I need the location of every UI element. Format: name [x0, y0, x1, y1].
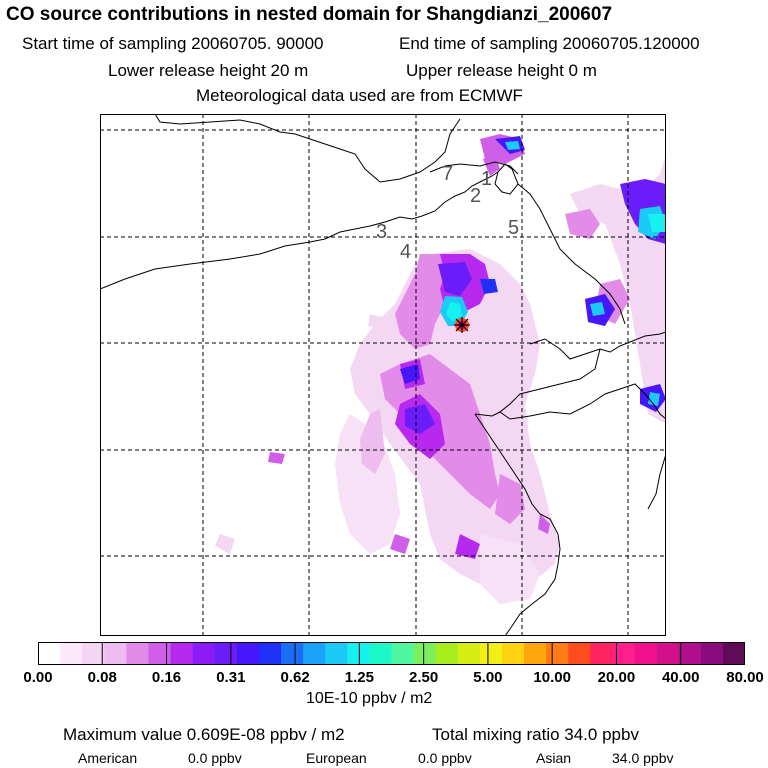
region-value-asian: 34.0 ppbv [612, 750, 674, 766]
color-cell [590, 642, 614, 665]
region-label-4: 4 [400, 241, 411, 263]
max-value-label: Maximum value 0.609E-08 ppbv / m2 [63, 725, 345, 744]
color-cell [501, 642, 525, 665]
color-cell [236, 642, 260, 665]
color-cell [192, 642, 216, 665]
color-cell [391, 642, 415, 665]
grid-layer [100, 114, 666, 636]
plume-layer [215, 134, 666, 604]
region-label-5: 5 [508, 217, 519, 239]
region-name-american: American [78, 750, 138, 766]
colorbar-tick-label: 20.00 [597, 669, 636, 686]
region-label-2: 2 [470, 185, 481, 207]
color-cell [369, 642, 393, 665]
color-cell [347, 642, 370, 665]
colorbar-tick-label: 2.50 [409, 669, 439, 686]
color-cell [546, 642, 569, 665]
color-cell [325, 642, 348, 665]
color-cell [678, 642, 702, 665]
color-cell [722, 642, 745, 665]
color-cell [656, 642, 680, 665]
color-cell [457, 642, 481, 665]
plot-title: CO source contributions in nested domain… [6, 4, 613, 25]
color-cell [435, 642, 459, 665]
colorbar-unit: 10E-10 ppbv / m2 [306, 690, 433, 707]
colorbar-tick-label: 0.62 [280, 669, 310, 686]
color-cell [104, 642, 127, 665]
colorbar-tick-label: 10.00 [533, 669, 571, 686]
color-scale [38, 642, 745, 665]
color-cell [413, 642, 437, 665]
colorbar-tick-label: 80.00 [726, 669, 764, 686]
region-name-asian: Asian [536, 750, 572, 766]
color-cell [700, 642, 724, 665]
colorbar-tick-label: 0.31 [216, 669, 246, 686]
upper-release-label: Upper release height 0 m [406, 61, 597, 80]
color-cell [148, 642, 172, 665]
colorbar-tick-label: 5.00 [473, 669, 503, 686]
total-mixing-label: Total mixing ratio 34.0 ppbv [432, 725, 639, 744]
color-cell [258, 642, 282, 665]
region-name-european: European [306, 750, 367, 766]
region-label-3: 3 [376, 221, 387, 243]
colorbar-tick-label: 0.00 [23, 669, 53, 686]
met-data-label: Meteorological data used are from ECMWF [196, 86, 523, 105]
color-cell [303, 642, 326, 665]
region-value-european: 0.0 ppbv [418, 750, 472, 766]
color-cell [214, 642, 238, 665]
color-cell [82, 642, 105, 665]
color-cell [38, 642, 61, 665]
colorbar-tick-label: 0.16 [151, 669, 182, 686]
end-time-label: End time of sampling 20060705.120000 [399, 34, 700, 53]
coastline-layer [100, 114, 666, 636]
star-icon [454, 317, 470, 333]
color-cell [634, 642, 658, 665]
region-label-1: 1 [481, 168, 492, 190]
colorbar-tick-label: 1.25 [344, 669, 374, 686]
color-cell [126, 642, 150, 665]
contribution-map: 7 1 2 3 4 5 [100, 114, 666, 636]
color-cell [60, 642, 83, 665]
colorbar-tick-label: 0.08 [87, 669, 117, 686]
color-cell [170, 642, 194, 665]
color-cell [281, 642, 304, 665]
color-cell [568, 642, 591, 665]
color-cell [612, 642, 636, 665]
region-label-7: 7 [442, 163, 453, 185]
lower-release-label: Lower release height 20 m [108, 61, 309, 80]
start-time-label: Start time of sampling 20060705. 90000 [22, 34, 324, 53]
color-cell [524, 642, 547, 665]
color-cell [479, 642, 503, 665]
region-value-american: 0.0 ppbv [188, 750, 242, 766]
colorbar-tick-label: 40.00 [661, 669, 700, 686]
